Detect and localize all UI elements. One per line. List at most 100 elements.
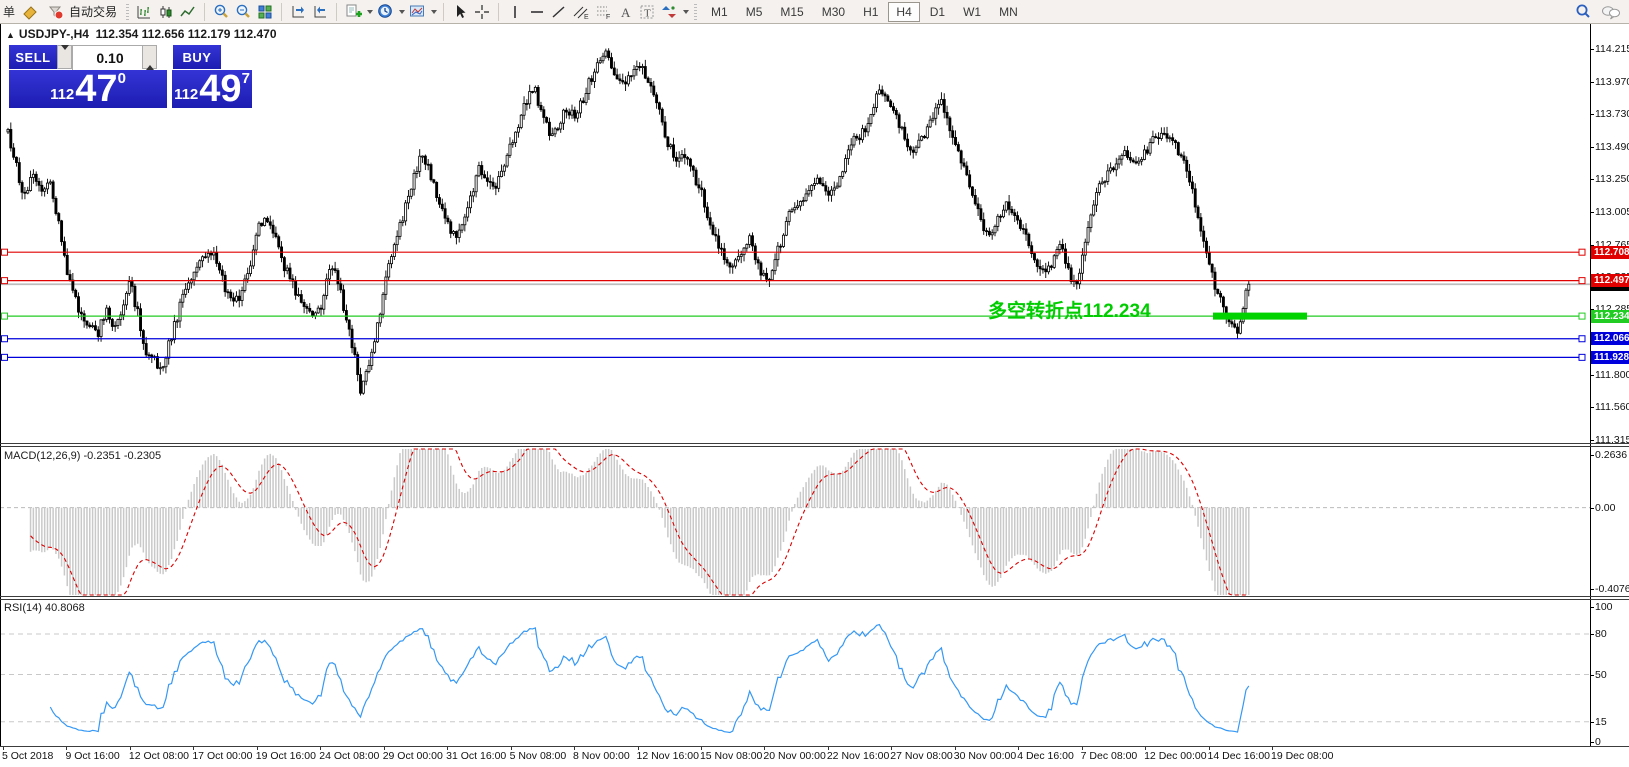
volume-decrease-button[interactable] <box>57 44 72 69</box>
chat-icon[interactable] <box>1601 2 1621 22</box>
volume-increase-button[interactable] <box>142 45 157 70</box>
collapse-panel-icon[interactable]: ▲ <box>6 30 15 40</box>
line-chart-icon[interactable] <box>178 2 198 22</box>
time-label: 24 Oct 08:00 <box>319 750 380 762</box>
time-axis[interactable]: 5 Oct 2018 9 Oct 16:00 12 Oct 08:00 17 Oct … <box>0 747 1629 767</box>
time-label: 31 Oct 16:00 <box>446 750 507 762</box>
price-tick <box>1590 49 1594 50</box>
channel-icon[interactable]: E <box>571 2 591 22</box>
macd-scale-label: -0.4076 <box>1595 583 1629 595</box>
timeframe-h1[interactable]: H1 <box>855 2 886 22</box>
time-label: 7 Dec 08:00 <box>1080 750 1138 762</box>
timeframe-d1[interactable]: D1 <box>922 2 953 22</box>
svg-text:T: T <box>644 7 651 19</box>
timeframe-m15[interactable]: M15 <box>772 2 811 22</box>
chart-canvas[interactable] <box>0 24 1629 767</box>
pane-splitter[interactable] <box>0 596 1629 597</box>
periods-icon[interactable] <box>375 2 395 22</box>
time-label: 12 Dec 00:00 <box>1144 750 1207 762</box>
macd-scale-label: 0.2636 <box>1595 449 1628 461</box>
templates-dropdown[interactable] <box>431 9 438 14</box>
price-tick-label: 113.490 <box>1595 140 1629 153</box>
price-badge-112.708: 112.708 <box>1591 245 1629 259</box>
time-tick <box>891 747 893 750</box>
time-tick <box>827 747 829 750</box>
time-tick <box>1208 747 1210 750</box>
auto-scroll-icon[interactable] <box>310 2 330 22</box>
triangle-down-icon <box>60 44 69 65</box>
volume-input[interactable] <box>72 45 148 71</box>
indicators-icon[interactable] <box>343 2 363 22</box>
price-tick <box>1590 212 1594 214</box>
tile-windows-icon[interactable] <box>255 2 275 22</box>
gold-arrow-icon[interactable] <box>20 2 40 22</box>
search-icon[interactable] <box>1573 2 1593 22</box>
pivot-annotation: 多空转折点112.234 <box>988 301 1151 322</box>
pane-splitter[interactable] <box>0 599 1629 600</box>
rsi-tick <box>1590 721 1594 723</box>
trend-segment <box>1213 312 1307 320</box>
timeframe-h4[interactable]: H4 <box>888 1 920 22</box>
pane-splitter[interactable] <box>0 443 1629 444</box>
candlestick-icon[interactable] <box>156 2 176 22</box>
buy-button[interactable]: BUY <box>173 45 221 69</box>
time-tick <box>1081 747 1083 750</box>
zoom-in-icon[interactable] <box>211 2 231 22</box>
periods-dropdown[interactable] <box>399 9 406 14</box>
horizontal-line-icon[interactable] <box>527 2 547 22</box>
bar-chart-icon[interactable] <box>134 2 154 22</box>
label-icon[interactable]: T <box>637 2 657 22</box>
timeframe-w1[interactable]: W1 <box>955 2 989 22</box>
templates-icon[interactable] <box>407 2 427 22</box>
buy-price[interactable]: 112 49 7 <box>172 70 252 108</box>
new-order-partial-label[interactable]: 单 <box>3 5 16 19</box>
toolbar-separator <box>498 2 500 21</box>
crosshair-icon[interactable] <box>472 2 492 22</box>
price-tick <box>1590 406 1594 408</box>
sell-price[interactable]: 112 47 0 <box>9 70 167 108</box>
timeframe-m30[interactable]: M30 <box>814 2 853 22</box>
time-label: 29 Oct 00:00 <box>382 750 443 762</box>
macd-signal-line <box>30 448 1249 596</box>
time-label: 30 Nov 00:00 <box>953 750 1017 762</box>
trendline-icon[interactable] <box>549 2 569 22</box>
price-tick <box>1590 82 1594 84</box>
line-handle <box>1578 312 1586 320</box>
time-label: 5 Nov 08:00 <box>509 750 567 762</box>
timeframe-mn[interactable]: MN <box>991 2 1026 22</box>
text-icon[interactable]: A <box>615 2 635 22</box>
line-handle <box>1 353 8 361</box>
timeframe-m5[interactable]: M5 <box>738 2 771 22</box>
shapes-icon[interactable] <box>659 2 679 22</box>
macd-label: MACD(12,26,9) -0.2351 -0.2305 <box>4 450 161 462</box>
macd-histogram <box>29 449 1250 595</box>
price-tick-label: 111.560 <box>1595 400 1629 413</box>
line-handle <box>1 248 8 256</box>
time-tick <box>700 747 702 750</box>
sell-button[interactable]: SELL <box>9 45 57 69</box>
chart-ohlc-values: 112.354 112.656 112.179 112.470 <box>95 27 277 41</box>
zoom-out-icon[interactable] <box>233 2 253 22</box>
time-label: 9 Oct 16:00 <box>65 750 120 762</box>
time-tick <box>193 747 195 750</box>
indicators-dropdown[interactable] <box>367 9 374 14</box>
line-handle <box>1 335 8 343</box>
shapes-dropdown[interactable] <box>683 9 690 14</box>
chart-shift-icon[interactable] <box>288 2 308 22</box>
toolbar-grip <box>694 3 698 20</box>
timeframe-m1[interactable]: M1 <box>703 2 736 22</box>
line-handle <box>1578 248 1586 256</box>
rsi-tick <box>1590 742 1594 743</box>
price-tick-label: 113.250 <box>1595 173 1629 186</box>
sell-price-prefix: 112 <box>50 86 75 103</box>
time-tick <box>574 747 576 750</box>
price-tick <box>1590 146 1594 148</box>
pane-splitter[interactable] <box>0 446 1629 447</box>
cursor-icon[interactable] <box>450 2 470 22</box>
vertical-line-icon[interactable] <box>505 2 525 22</box>
autotrade-button[interactable]: 自动交易 <box>42 2 121 22</box>
fibonacci-icon[interactable]: F <box>593 2 613 22</box>
line-handle <box>1578 335 1586 343</box>
macd-main-value: -0.2351 <box>83 450 121 462</box>
